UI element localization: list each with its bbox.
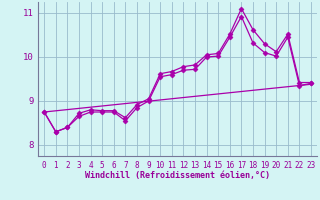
X-axis label: Windchill (Refroidissement éolien,°C): Windchill (Refroidissement éolien,°C) [85, 171, 270, 180]
